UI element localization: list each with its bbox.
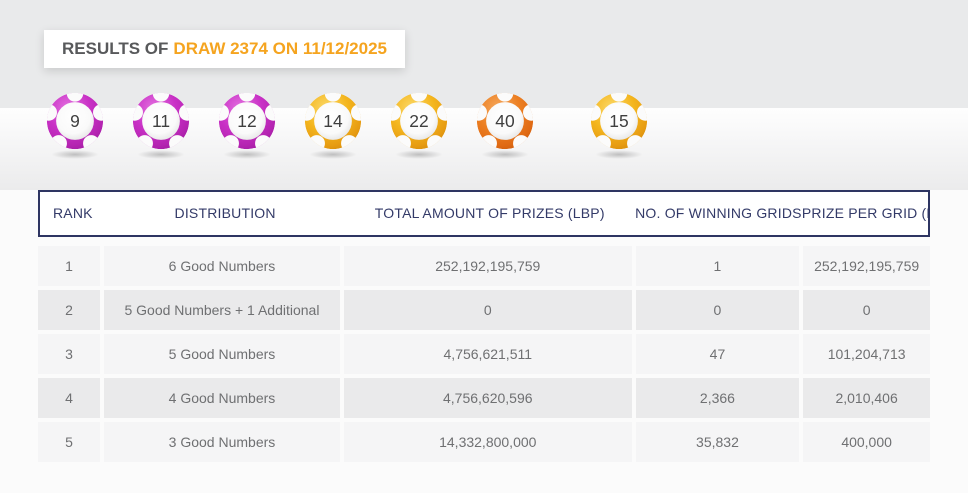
lotto-ball-1: 9 [44,90,106,159]
ball-number: 11 [152,111,170,131]
cell-total-amount: 252,192,195,759 [343,246,636,286]
ball-graphic: 15 [590,92,648,150]
ball-shadow [395,150,443,159]
col-header-prize-per-grid: PRIZE PER GRID (LBP) [801,205,928,221]
lotto-ball-4: 14 [302,90,364,159]
cell-distribution: 6 Good Numbers [104,246,344,286]
lotto-ball-6: 40 [474,90,536,159]
cell-rank: 4 [38,378,104,418]
ball-shadow [223,150,271,159]
ball-graphic: 9 [46,92,104,150]
cell-distribution: 4 Good Numbers [104,378,344,418]
table-row-rank-3: 3 5 Good Numbers 4,756,621,511 47 101,20… [38,334,930,374]
winning-numbers-row: 9 11 [44,90,650,159]
results-title-prefix: RESULTS OF [62,39,169,58]
cell-winning-grids: 47 [635,334,804,374]
table-row-rank-5: 5 3 Good Numbers 14,332,800,000 35,832 4… [38,422,930,462]
col-header-distribution: DISTRIBUTION [174,205,276,221]
ball-graphic: 22 [390,92,448,150]
lotto-ball-additional: 15 [588,90,650,159]
ball-graphic: 11 [132,92,190,150]
ball-number: 40 [495,111,515,131]
cell-distribution: 5 Good Numbers [104,334,344,374]
ball-shadow [51,150,99,159]
lotto-ball-5: 22 [388,90,450,159]
cell-distribution: 3 Good Numbers [104,422,344,462]
ball-number: 22 [409,111,428,131]
ball-number: 9 [70,111,80,131]
ball-graphic: 12 [218,92,276,150]
cell-total-amount: 4,756,620,596 [343,378,636,418]
prize-distribution-table: RANK DISTRIBUTION TOTAL AMOUNT OF PRIZES… [38,190,930,466]
cell-winning-grids: 1 [635,246,804,286]
cell-rank: 1 [38,246,104,286]
col-header-winning-grids: NO. OF WINNING GRIDS [635,205,802,221]
ball-number: 15 [609,111,628,131]
cell-rank: 3 [38,334,104,374]
cell-total-amount: 4,756,621,511 [343,334,636,374]
cell-prize-per-grid: 0 [803,290,930,330]
ball-graphic: 40 [476,92,534,150]
lotto-ball-3: 12 [216,90,278,159]
table-row-rank-1: 1 6 Good Numbers 252,192,195,759 1 252,1… [38,246,930,286]
cell-distribution: 5 Good Numbers + 1 Additional [104,290,344,330]
cell-winning-grids: 35,832 [635,422,804,462]
ball-shadow [595,150,643,159]
ball-shadow [137,150,185,159]
table-header-row: RANK DISTRIBUTION TOTAL AMOUNT OF PRIZES… [38,190,930,237]
ball-shadow [309,150,357,159]
table-row-rank-2: 2 5 Good Numbers + 1 Additional 0 0 0 [38,290,930,330]
col-header-rank: RANK [53,205,93,221]
results-title: RESULTS OF DRAW 2374 ON 11/12/2025 [44,30,405,68]
cell-winning-grids: 2,366 [635,378,804,418]
cell-rank: 2 [38,290,104,330]
cell-prize-per-grid: 252,192,195,759 [803,246,930,286]
cell-winning-grids: 0 [635,290,804,330]
cell-prize-per-grid: 2,010,406 [803,378,930,418]
col-header-total-amount: TOTAL AMOUNT OF PRIZES (LBP) [374,205,605,221]
table-body: 1 6 Good Numbers 252,192,195,759 1 252,1… [38,246,930,462]
cell-prize-per-grid: 400,000 [803,422,930,462]
ball-number: 14 [323,111,343,131]
results-title-draw-info: DRAW 2374 ON 11/12/2025 [173,39,387,58]
cell-prize-per-grid: 101,204,713 [803,334,930,374]
cell-total-amount: 14,332,800,000 [343,422,636,462]
ball-graphic: 14 [304,92,362,150]
cell-total-amount: 0 [343,290,636,330]
cell-rank: 5 [38,422,104,462]
ball-number: 12 [237,111,256,131]
table-row-rank-4: 4 4 Good Numbers 4,756,620,596 2,366 2,0… [38,378,930,418]
ball-shadow [481,150,529,159]
lotto-ball-2: 11 [130,90,192,159]
